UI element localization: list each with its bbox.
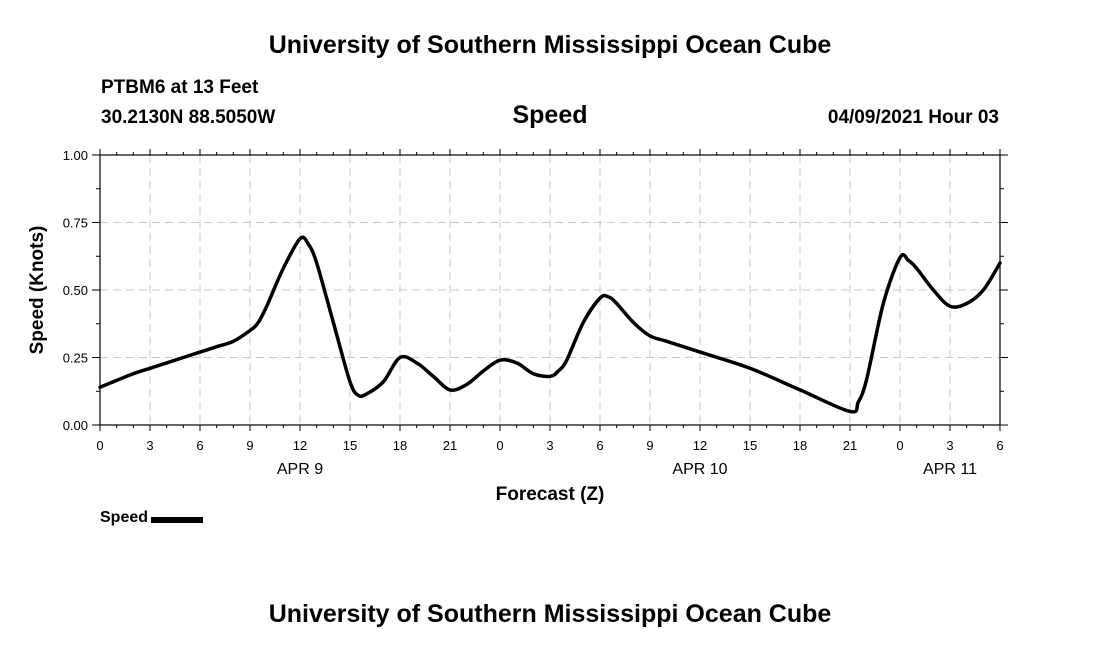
x-tick-label: 3 (146, 438, 153, 453)
x-tick-label: 21 (443, 438, 457, 453)
x-tick-label: 18 (793, 438, 807, 453)
y-tick-label: 0.75 (63, 216, 88, 231)
coordinates-label: 30.2130N 88.5050W (101, 107, 276, 128)
y-tick-label: 0.00 (63, 418, 88, 433)
x-tick-label: 3 (946, 438, 953, 453)
bottom-title: University of Southern Mississippi Ocean… (268, 600, 832, 628)
x-tick-label: 15 (743, 438, 757, 453)
legend-label: Speed (100, 509, 149, 526)
forecast-date-label: 04/09/2021 Hour 03 (827, 107, 999, 128)
top-title: University of Southern Mississippi Ocean… (268, 31, 832, 59)
x-tick-label: 6 (996, 438, 1003, 453)
x-tick-label: 12 (693, 438, 707, 453)
x-tick-label: 0 (96, 438, 103, 453)
x-tick-label: 6 (596, 438, 603, 453)
x-tick-label: 0 (896, 438, 903, 453)
axis-ticks: 0 3 6 9 12 15 18 21 0 3 6 9 12 15 18 21 0 3 6 0.00 0.25 0.50 0… (63, 148, 1008, 478)
series-layer (98, 235, 1002, 414)
y-tick-label: 0.25 (63, 351, 88, 366)
x-tick-label: 21 (843, 438, 857, 453)
series-line-speed (98, 235, 1002, 414)
x-tick-label: 0 (496, 438, 503, 453)
legend-swatch (151, 516, 204, 523)
x-tick-label: 6 (196, 438, 203, 453)
legend: Speed (100, 509, 204, 527)
y-tick-label: 1.00 (63, 148, 88, 163)
x-axis-label: Forecast (Z) (496, 484, 605, 505)
x-tick-label: 9 (246, 438, 253, 453)
x-tick-label: 12 (293, 438, 307, 453)
x-tick-label: 15 (343, 438, 357, 453)
x-tick-label: 9 (646, 438, 653, 453)
y-tick-label: 0.50 (63, 283, 88, 298)
date-label: APR 11 (923, 461, 977, 478)
grid-lines (100, 155, 1000, 425)
y-axis-label: Speed (Knots) (27, 226, 48, 355)
date-label: APR 10 (672, 461, 727, 478)
chart-title: Speed (512, 101, 588, 129)
date-label: APR 9 (277, 461, 323, 478)
x-tick-label: 3 (546, 438, 553, 453)
x-tick-label: 18 (393, 438, 407, 453)
station-label: PTBM6 at 13 Feet (101, 77, 259, 98)
